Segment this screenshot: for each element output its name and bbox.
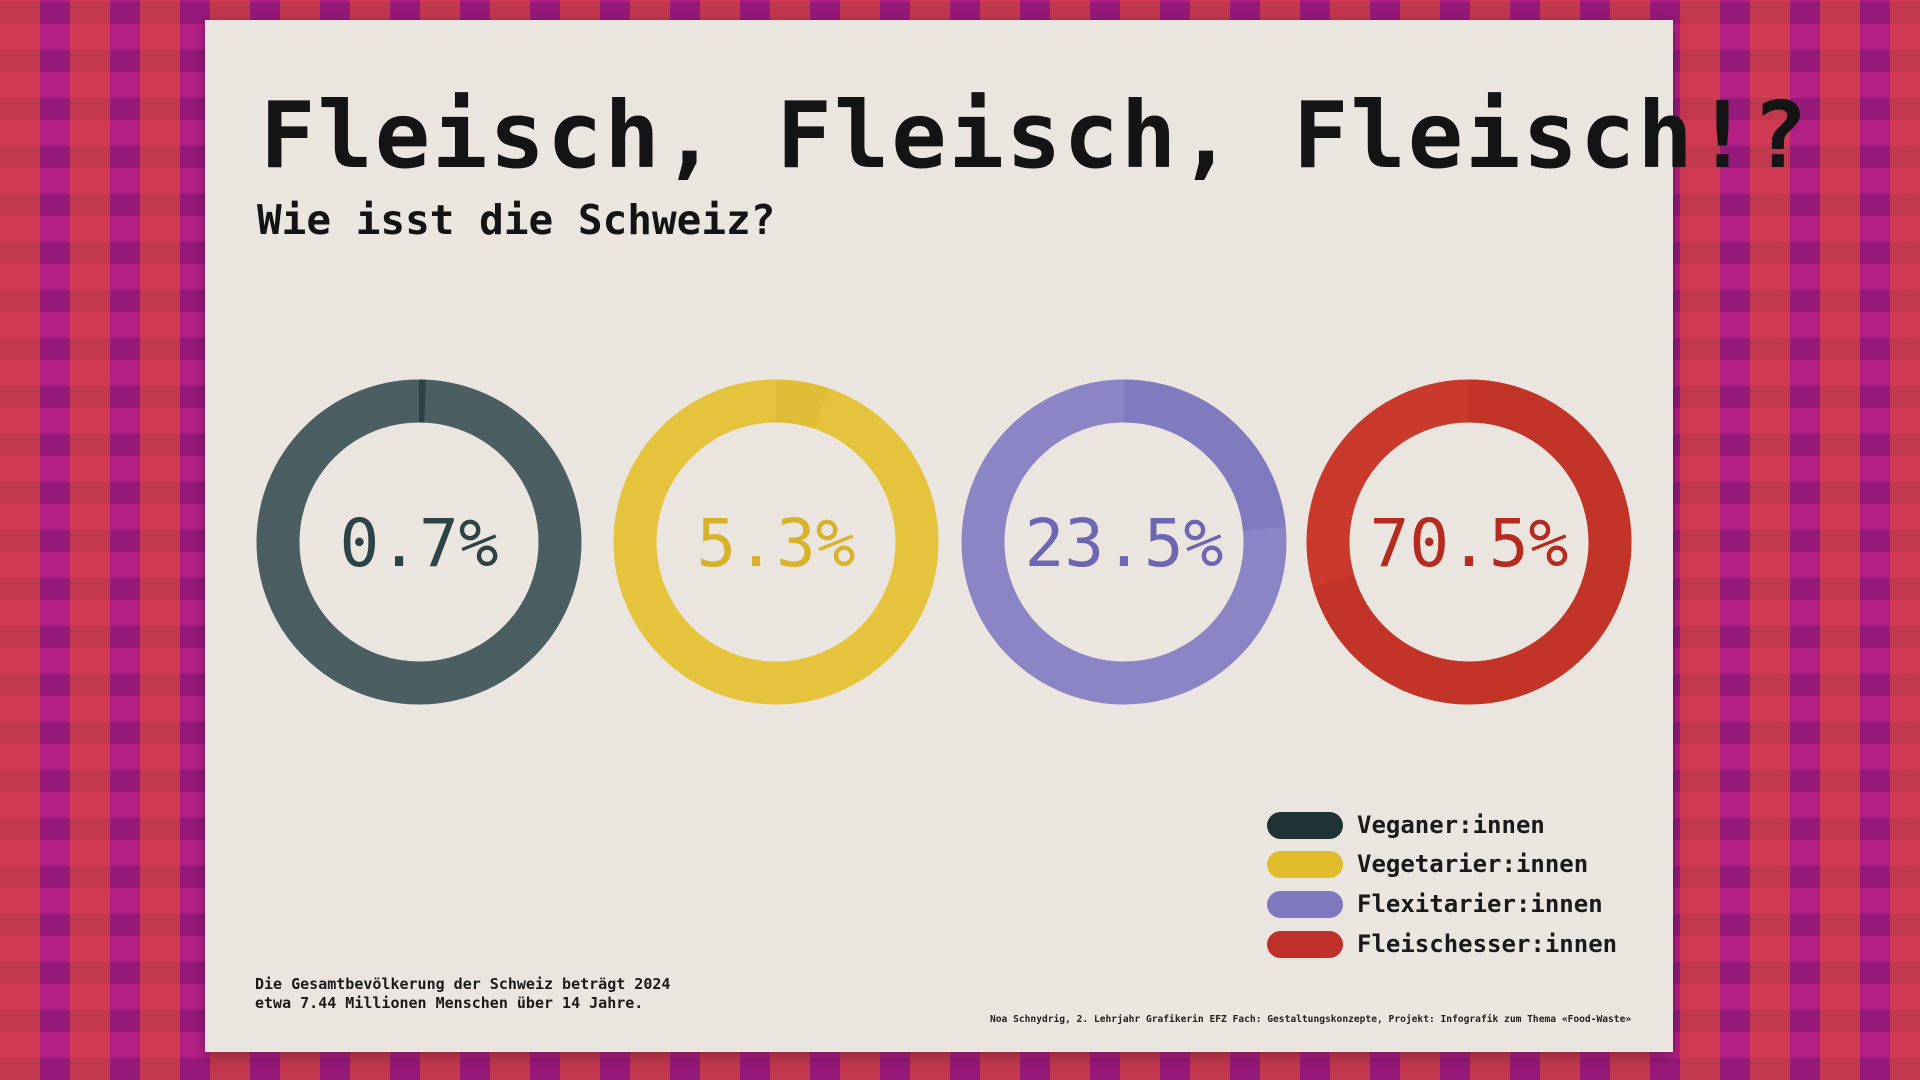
legend-label: Vegetarier:innen — [1357, 850, 1589, 878]
donut-1: 5.3% — [613, 379, 939, 705]
donut-value-label: 70.5% — [1370, 505, 1569, 582]
legend-swatch — [1267, 811, 1343, 839]
donut-value-label: 5.3% — [697, 505, 856, 582]
donut-3: 70.5% — [1306, 379, 1632, 705]
legend-item-vegan: Veganer:innen — [1267, 811, 1545, 839]
donut-2: 23.5% — [961, 379, 1287, 705]
legend-label: Veganer:innen — [1357, 811, 1545, 839]
donut-value-arc — [613, 379, 939, 705]
legend-swatch — [1267, 850, 1343, 878]
donut-ring — [1306, 379, 1632, 705]
note-line: etwa 7.44 Millionen Menschen über 14 Jah… — [255, 994, 644, 1012]
legend-item-meat-eater: Fleischesser:innen — [1267, 930, 1617, 958]
poster-board: Fleisch, Fleisch, Fleisch!? Wie isst die… — [205, 20, 1808, 1052]
donut-0: 0.7% — [256, 379, 582, 705]
donut-value-label: 0.7% — [340, 505, 499, 582]
donut-ring — [961, 379, 1287, 705]
donut-value-label: 23.5% — [1025, 505, 1224, 582]
donut-value-arc — [1306, 379, 1632, 705]
donut-ring — [613, 379, 939, 705]
legend-swatch — [1267, 890, 1343, 918]
donut-charts: 0.7% 5.3% 23.5% 70.5% — [256, 379, 1632, 705]
legend-item-vegetarian: Vegetarier:innen — [1267, 850, 1588, 878]
poster-subtitle: Wie isst die Schweiz? — [257, 196, 776, 244]
donut-value-arc — [256, 379, 582, 705]
donut-value-arc — [961, 379, 1287, 705]
poster-title: Fleisch, Fleisch, Fleisch!? — [260, 82, 1810, 189]
population-note: Die Gesamtbevölkerung der Schweiz beträg… — [255, 975, 670, 1013]
legend-swatch — [1267, 930, 1343, 958]
note-line: Die Gesamtbevölkerung der Schweiz beträg… — [255, 975, 671, 993]
credit-line: Noa Schnydrig, 2. Lehrjahr Grafikerin EF… — [990, 1014, 1632, 1025]
legend-label: Flexitarier:innen — [1357, 890, 1603, 918]
legend-item-flexitarian: Flexitarier:innen — [1267, 890, 1603, 918]
legend-label: Fleischesser:innen — [1357, 930, 1618, 958]
